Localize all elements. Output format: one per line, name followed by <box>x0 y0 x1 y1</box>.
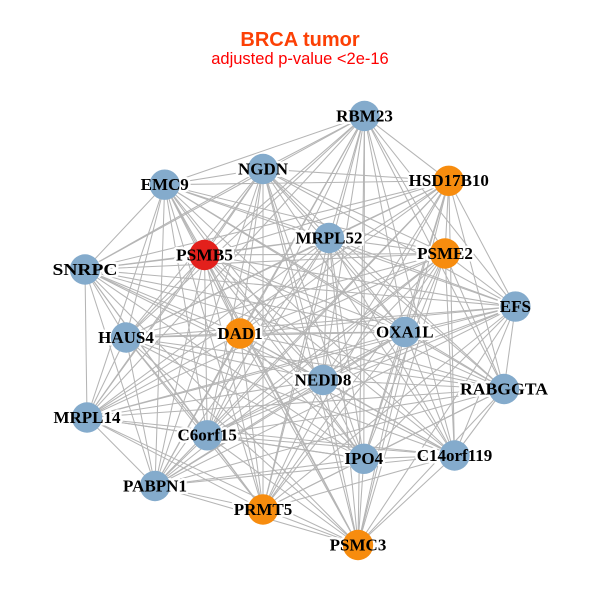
svg-text:EMC9: EMC9 <box>141 175 189 194</box>
svg-text:NEDD8: NEDD8 <box>295 370 352 389</box>
svg-text:DAD1: DAD1 <box>217 324 262 343</box>
svg-text:RABGGTA: RABGGTA <box>460 379 549 398</box>
svg-text:C14orf119: C14orf119 <box>417 446 493 465</box>
svg-text:MRPL14: MRPL14 <box>53 408 121 427</box>
svg-text:PRMT5: PRMT5 <box>234 500 293 519</box>
svg-text:IPO4: IPO4 <box>344 449 383 468</box>
svg-text:PSMB5: PSMB5 <box>176 245 233 264</box>
svg-text:HAUS4: HAUS4 <box>98 328 154 347</box>
svg-text:HSD17B10: HSD17B10 <box>409 171 489 190</box>
svg-text:SNRPC: SNRPC <box>53 260 118 279</box>
svg-text:C6orf15: C6orf15 <box>177 426 236 445</box>
svg-text:NGDN: NGDN <box>238 159 289 178</box>
svg-text:PSME2: PSME2 <box>417 244 473 263</box>
svg-text:RBM23: RBM23 <box>336 106 393 125</box>
svg-text:PABPN1: PABPN1 <box>123 476 187 495</box>
svg-text:OXA1L: OXA1L <box>376 322 434 341</box>
svg-text:MRPL52: MRPL52 <box>295 228 362 247</box>
svg-text:PSMC3: PSMC3 <box>330 535 387 554</box>
svg-text:EFS: EFS <box>500 297 531 316</box>
